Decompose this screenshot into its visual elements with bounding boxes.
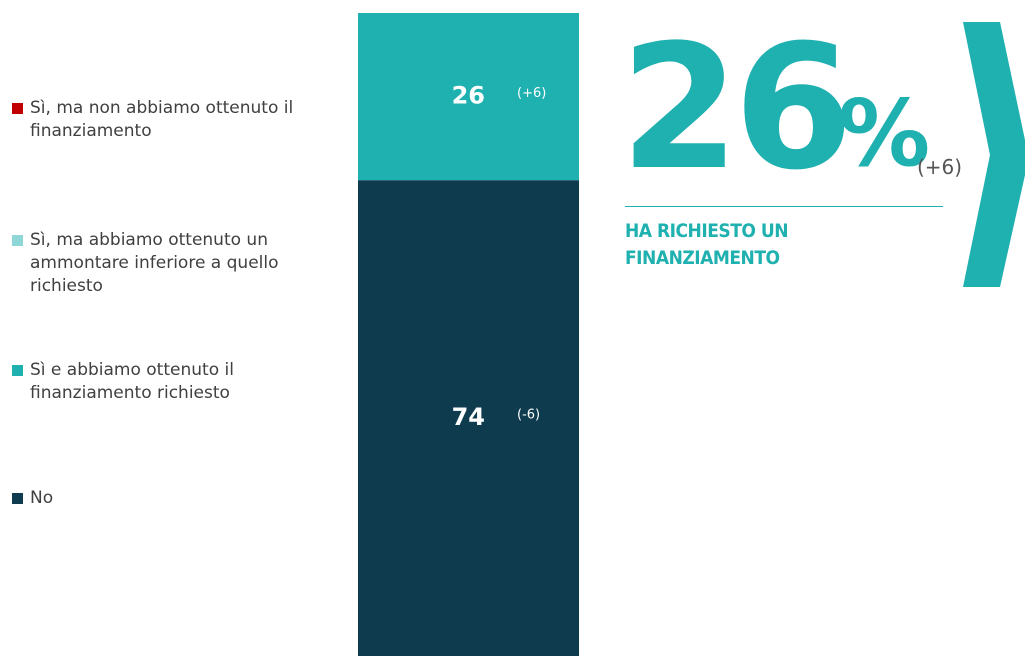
bar-segment: [358, 13, 579, 181]
legend-label: No: [30, 488, 54, 508]
change-label: (+6): [517, 86, 546, 101]
callout-rule: [625, 206, 943, 207]
bar-segment: [358, 180, 579, 656]
legend-label: Sì e abbiamo ottenuto il finanziamento r…: [30, 360, 234, 403]
callout-value: 26: [620, 7, 853, 208]
legend-swatch: [12, 493, 23, 504]
chevron: [963, 22, 1025, 287]
callout-unit: %: [838, 80, 931, 187]
legend-swatch: [12, 365, 23, 376]
legend-label: Sì, ma non abbiamo ottenuto il finanziam…: [30, 98, 294, 141]
legend-item: No: [12, 487, 312, 510]
legend-swatch: [12, 103, 23, 114]
value-label: 26: [452, 82, 485, 110]
value-label: 74: [452, 403, 485, 431]
legend-item: Sì, ma non abbiamo ottenuto il finanziam…: [12, 97, 312, 143]
legend-item: Sì, ma abbiamo ottenuto un ammontare inf…: [12, 229, 312, 298]
change-label: (-6): [517, 408, 540, 423]
legend-item: Sì e abbiamo ottenuto il finanziamento r…: [12, 359, 312, 405]
legend-swatch: [12, 235, 23, 246]
legend-label: Sì, ma abbiamo ottenuto un ammontare inf…: [30, 230, 279, 296]
callout-text: HA RICHIESTO UN FINANZIAMENTO: [625, 220, 789, 269]
callout-change: (+6): [917, 155, 963, 179]
